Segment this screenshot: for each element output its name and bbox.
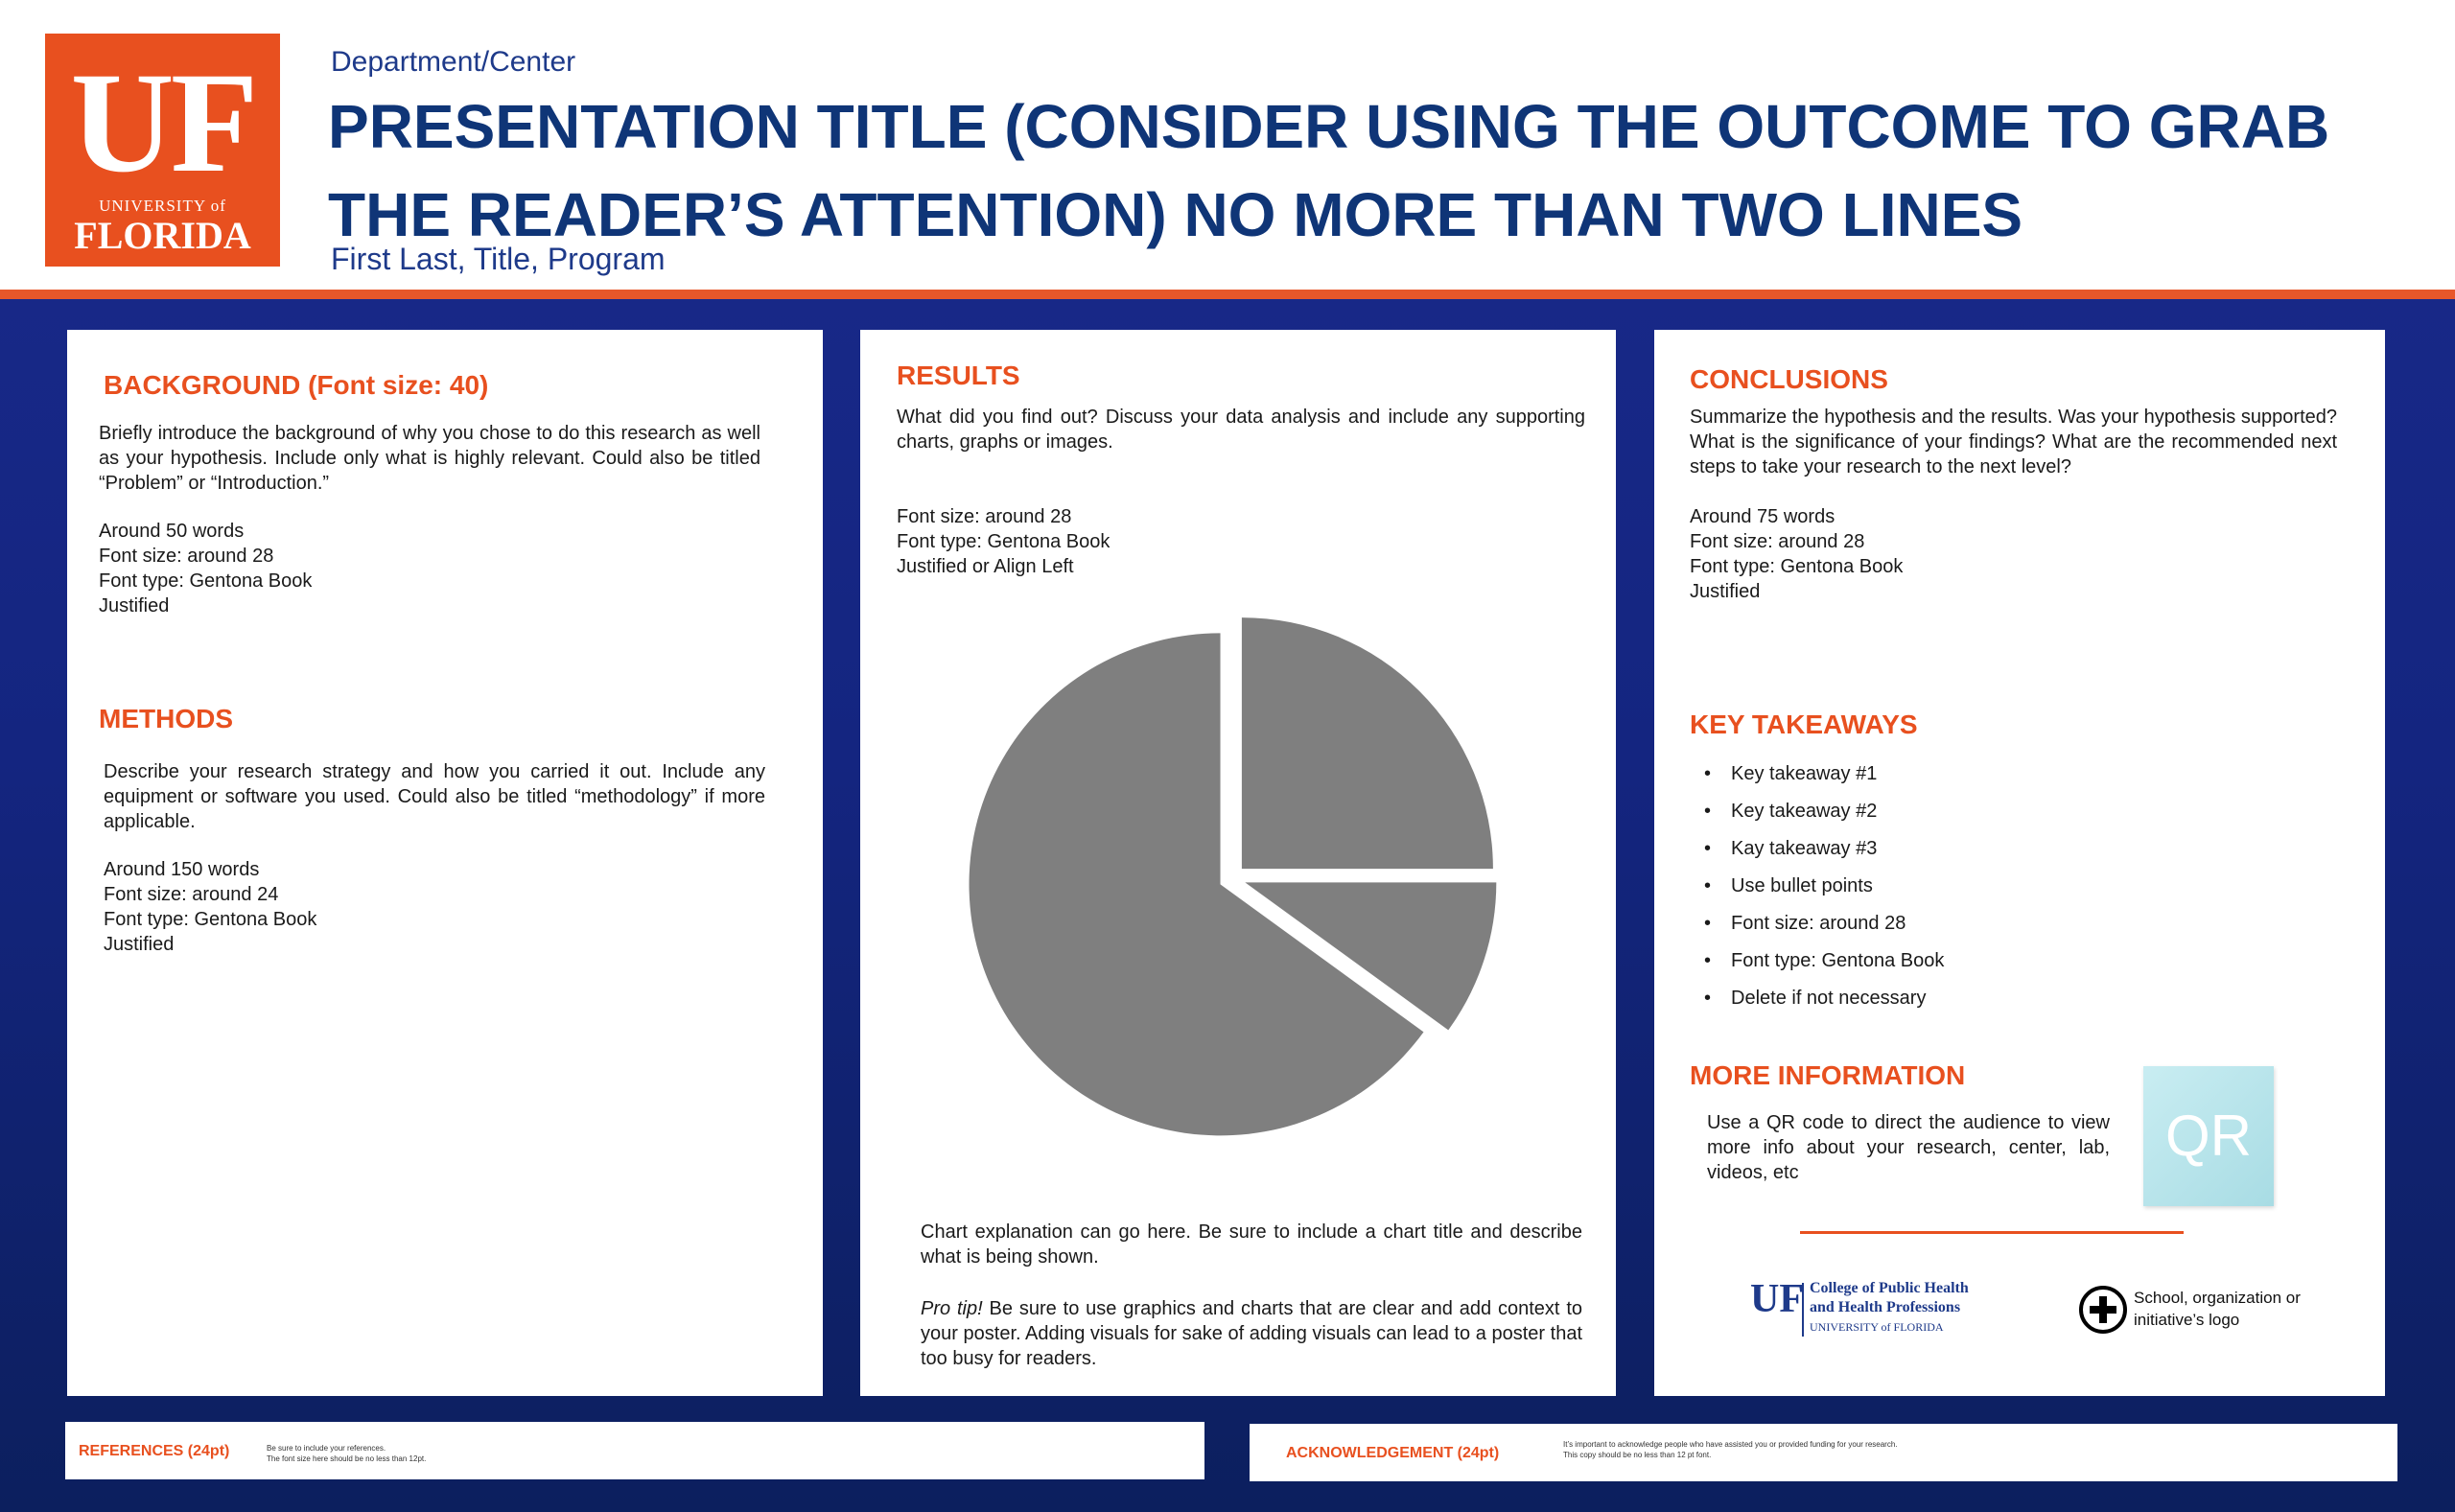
takeaway-item: Font size: around 28 [1704,911,1944,948]
references-band: REFERENCES (24pt) Be sure to include you… [65,1422,1204,1479]
plus-circle-icon [2079,1286,2127,1334]
acknowledgement-heading: ACKNOWLEDGEMENT (24pt) [1286,1445,1500,1461]
department-label: Department/Center [331,46,576,78]
methods-note: Font type: Gentona Book [104,909,317,930]
pie-slice [969,633,1424,1136]
background-notes: Around 50 words Font size: around 28 Fon… [99,519,674,618]
results-note: Font type: Gentona Book [897,531,1111,552]
more-info-body: Use a QR code to direct the audience to … [1707,1112,2110,1183]
pie-slice [1245,882,1497,1031]
background-note: Font size: around 28 [99,546,274,567]
acknowledgement-line: It’s important to acknowledge people who… [1563,1440,1898,1449]
uf-logo: UF UNIVERSITY of FLORIDA [45,34,280,267]
results-notes: Font size: around 28 Font type: Gentona … [897,504,1472,579]
pie-chart [969,617,1497,1136]
header-divider [0,290,2455,299]
conclusions-body: Summarize the hypothesis and the results… [1690,407,2337,477]
school-logo-text: School, organization or initiative’s log… [2134,1289,2301,1329]
acknowledgement-band: ACKNOWLEDGEMENT (24pt) It’s important to… [1250,1424,2397,1481]
takeaway-item: Delete if not necessary [1704,986,1944,1023]
chart-explanation: Chart explanation can go here. Be sure t… [921,1221,1582,1268]
results-note: Font size: around 28 [897,506,1072,527]
takeaway-item: Key takeaway #1 [1704,761,1944,799]
references-text: Be sure to include your references. The … [267,1443,650,1464]
conclusions-note: Around 75 words [1690,506,1835,527]
author-line: First Last, Title, Program [331,242,666,276]
poster-header: UF UNIVERSITY of FLORIDA Department/Cent… [0,0,2455,292]
methods-heading: METHODS [99,704,233,733]
background-note: Around 50 words [99,521,245,542]
conclusions-note: Justified [1690,581,1761,602]
takeaway-item: Font type: Gentona Book [1704,948,1944,986]
college-logo-rule [1802,1283,1804,1337]
uf-logo-florida: FLORIDA [74,214,251,257]
takeaways-heading: KEY TAKEAWAYS [1690,709,1918,739]
takeaway-item: Use bullet points [1704,873,1944,911]
college-logo: UF College of Public Health and Health P… [1750,1279,2009,1346]
pie-slice [1241,617,1493,870]
takeaway-item: Kay takeaway #3 [1704,836,1944,873]
methods-note: Font size: around 24 [104,884,279,905]
methods-body: Describe your research strategy and how … [104,761,765,832]
background-note: Justified [99,595,170,616]
college-logo-letters: UF [1750,1277,1804,1321]
uf-logo-university: UNIVERSITY of [99,197,226,215]
results-body: What did you find out? Discuss your data… [897,407,1585,453]
methods-note: Justified [104,934,175,955]
middle-panel: RESULTS What did you find out? Discuss y… [860,330,1616,1396]
section-divider [1800,1231,2184,1234]
pro-tip: Pro tip! Be sure to use graphics and cha… [921,1296,1582,1371]
takeaway-item: Key takeaway #2 [1704,799,1944,836]
pro-tip-label: Pro tip! [921,1298,983,1319]
acknowledgement-text: It’s important to acknowledge people who… [1563,1439,2139,1460]
methods-note: Around 150 words [104,859,260,880]
college-logo-text: College of Public Health and Health Prof… [1810,1279,1969,1337]
college-line1: College of Public Health [1810,1280,1969,1296]
college-line2: and Health Professions [1810,1299,1961,1315]
takeaways-list: Key takeaway #1 Key takeaway #2 Kay take… [1704,761,1944,1023]
school-logo: School, organization or initiative’s log… [2078,1285,2366,1342]
conclusions-note: Font size: around 28 [1690,531,1865,552]
right-panel: CONCLUSIONS Summarize the hypothesis and… [1654,330,2385,1396]
methods-notes: Around 150 words Font size: around 24 Fo… [104,857,679,957]
references-line: The font size here should be no less tha… [267,1454,427,1463]
uf-logo-letters: UF [70,43,259,202]
background-heading: BACKGROUND (Font size: 40) [104,370,489,400]
results-note: Justified or Align Left [897,556,1074,577]
conclusions-heading: CONCLUSIONS [1690,364,1888,394]
references-line: Be sure to include your references. [267,1444,386,1453]
conclusions-notes: Around 75 words Font size: around 28 Fon… [1690,504,2265,604]
acknowledgement-line: This copy should be no less than 12 pt f… [1563,1451,1712,1459]
references-heading: REFERENCES (24pt) [79,1443,230,1459]
results-heading: RESULTS [897,361,1020,390]
left-panel: BACKGROUND (Font size: 40) Briefly intro… [67,330,823,1396]
poster-title: PRESENTATION TITLE (CONSIDER USING THE O… [328,92,2330,249]
college-line3: UNIVERSITY of FLORIDA [1810,1320,1944,1334]
more-info-heading: MORE INFORMATION [1690,1060,1966,1090]
pro-tip-text: Be sure to use graphics and charts that … [921,1298,1583,1369]
qr-code[interactable]: QR [2143,1066,2274,1206]
background-body: Briefly introduce the background of why … [99,423,760,494]
background-note: Font type: Gentona Book [99,570,313,592]
conclusions-note: Font type: Gentona Book [1690,556,1904,577]
